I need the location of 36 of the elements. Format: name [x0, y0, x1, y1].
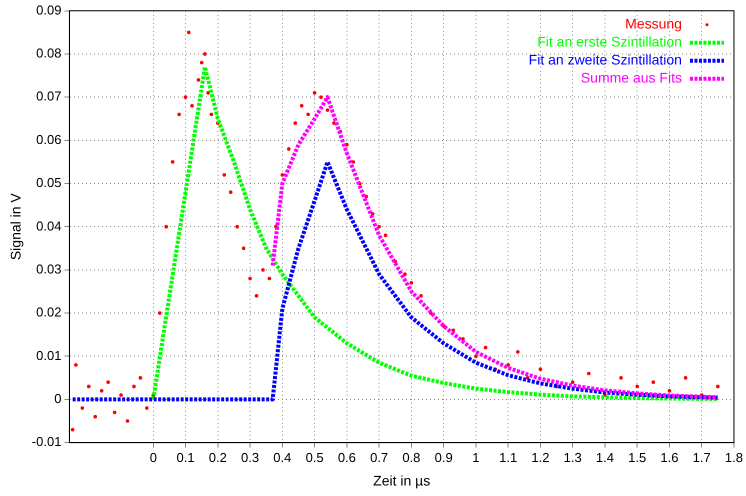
x-tick-label: 0.1 — [176, 450, 195, 465]
x-tick-label: 0.2 — [208, 450, 227, 465]
y-tick-label: 0.02 — [36, 304, 62, 320]
legend-label: Messung — [625, 16, 682, 32]
x-tick-label: 1.8 — [724, 450, 744, 465]
y-tick-label: -0.01 — [32, 434, 62, 450]
x-tick-label: 1 — [472, 450, 480, 465]
y-tick-label: 0.03 — [36, 261, 62, 276]
legend-label: Summe aus Fits — [580, 70, 682, 86]
x-tick-label: 0.7 — [370, 450, 388, 465]
y-tick-label: 0.09 — [36, 2, 62, 18]
x-tick-label: 0.5 — [306, 450, 324, 465]
x-tick-label: 1.7 — [692, 450, 711, 465]
x-tick-label: 0.8 — [402, 450, 420, 465]
x-tick-label: 0.9 — [434, 450, 453, 465]
x-tick-label: 1.4 — [596, 450, 614, 465]
x-axis-title: Zeit in µs — [373, 472, 430, 488]
y-tick-label: 0.05 — [36, 175, 62, 190]
x-tick-label: 1.2 — [531, 450, 550, 465]
y-tick-label: 0.06 — [36, 132, 62, 147]
x-tick-label: 0.3 — [241, 450, 260, 465]
legend-label: Fit an erste Szintillation — [537, 34, 682, 50]
x-tick-label: 1.3 — [564, 450, 582, 465]
legend-label: Fit an zweite Szintillation — [528, 52, 682, 68]
y-tick-label: 0 — [54, 391, 62, 406]
y-tick-label: 0.08 — [36, 46, 62, 61]
x-tick-label: 1.5 — [628, 450, 646, 465]
x-tick-label: 0.6 — [338, 450, 356, 465]
y-tick-label: 0.01 — [36, 348, 62, 363]
x-tick-label: 1.6 — [660, 450, 678, 465]
x-tick-label: 0 — [150, 450, 157, 465]
y-tick-label: 0.04 — [36, 218, 62, 234]
y-tick-label: 0.07 — [36, 88, 62, 104]
x-tick-label: 1.1 — [499, 450, 518, 465]
y-axis-title: Signal in V — [7, 192, 24, 260]
x-tick-label: 0.4 — [273, 450, 292, 465]
